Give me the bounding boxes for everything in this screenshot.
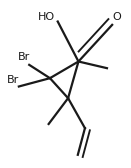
Text: HO: HO bbox=[38, 12, 55, 22]
Text: O: O bbox=[113, 12, 122, 22]
Text: Br: Br bbox=[7, 75, 19, 85]
Text: Br: Br bbox=[18, 52, 30, 62]
